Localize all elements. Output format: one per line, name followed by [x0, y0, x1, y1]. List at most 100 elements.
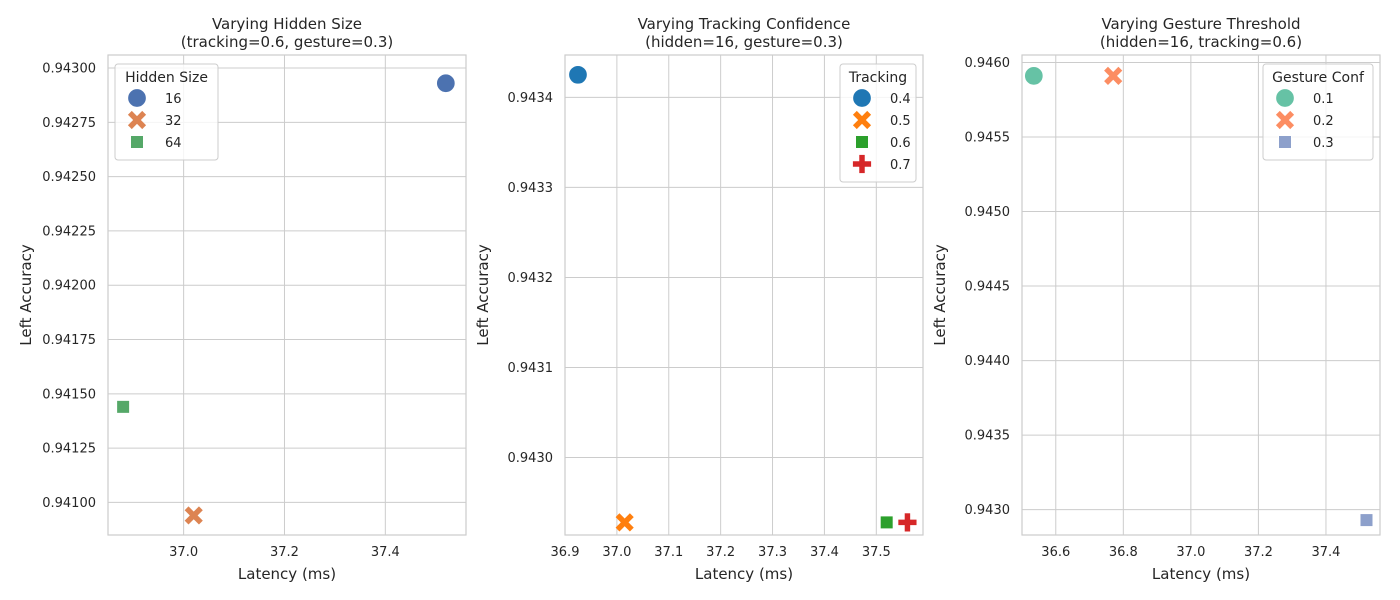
chart-title: Varying Hidden Size (tracking=0.6, gestur… [181, 15, 393, 51]
data-point-0_2 [1104, 66, 1123, 85]
y-tick-label: 0.94275 [42, 116, 96, 131]
y-tick-label: 0.94300 [42, 62, 96, 77]
x-axis-label: Latency (ms) [238, 565, 336, 583]
data-point-64 [116, 399, 131, 414]
data-point-0_5 [615, 513, 634, 532]
data-point-0_2-stroke [1104, 66, 1123, 85]
plot-frame [1021, 54, 1381, 536]
y-tick-label: 0.9450 [965, 205, 1011, 220]
legend-marker-stroke [127, 110, 147, 130]
x-axis-label: Latency (ms) [695, 565, 793, 583]
y-tick-label: 0.94125 [42, 442, 96, 457]
chart-title-line: (hidden=16, gesture=0.3) [645, 33, 843, 51]
y-tick-label: 0.9433 [508, 181, 554, 196]
chart-title-line: Varying Gesture Threshold [1101, 15, 1300, 33]
data-point-0_1 [1023, 66, 1044, 86]
legend-title: Hidden Size [125, 70, 208, 86]
legend-marker [1275, 110, 1295, 130]
y-tick-label: 0.9431 [508, 361, 554, 376]
x-tick-label: 37.1 [654, 545, 683, 560]
data-point-0_6 [879, 515, 894, 530]
y-axis-label: Left Accuracy [474, 244, 492, 346]
y-tick-label: 0.9435 [965, 429, 1011, 444]
x-tick-label: 37.0 [602, 545, 631, 560]
x-tick-label: 36.9 [551, 545, 580, 560]
y-tick-label: 0.9460 [965, 56, 1011, 71]
x-tick-label: 37.3 [758, 545, 787, 560]
x-tick-label: 37.0 [169, 545, 198, 560]
legend-entry-label: 32 [165, 114, 182, 129]
x-axis-label: Latency (ms) [1152, 565, 1250, 583]
legend-entry-label: 64 [165, 136, 182, 151]
y-tick-label: 0.9440 [965, 354, 1011, 369]
y-tick-label: 0.9445 [965, 280, 1011, 295]
legend-title: Tracking [848, 70, 907, 86]
legend-entry-label: 0.7 [890, 158, 911, 173]
data-point-16 [435, 73, 456, 94]
legend-marker [852, 110, 872, 130]
legend-marker [127, 88, 147, 108]
legend-marker [852, 88, 872, 108]
y-tick-label: 0.94100 [42, 496, 96, 511]
y-tick-label: 0.94200 [42, 279, 96, 294]
legend-entry-label: 0.3 [1313, 136, 1334, 151]
chart-title-line: Varying Hidden Size [212, 15, 362, 33]
data-point-0_4 [568, 64, 588, 85]
x-tick-label: 37.4 [1311, 545, 1340, 560]
legend-marker [1278, 135, 1292, 149]
x-tick-label: 37.4 [810, 545, 839, 560]
legend-entry-label: 0.6 [890, 136, 911, 151]
chart-title: Varying Gesture Threshold (hidden=16, tra… [1100, 15, 1302, 51]
x-tick-label: 36.8 [1109, 545, 1138, 560]
legend: Gesture Conf 0.1 0.2 0.3 [1262, 63, 1374, 161]
y-tick-label: 0.9434 [508, 91, 554, 106]
chart-title-line: Varying Tracking Confidence [638, 15, 851, 33]
legend-marker [855, 135, 869, 149]
legend: Hidden Size 16 32 64 [114, 63, 219, 161]
subplot-3: 0.9430 0.9435 0.9440 0.9445 0.9450 0.9455 0.94… [931, 15, 1381, 583]
legend-entry-label: 0.5 [890, 114, 911, 129]
y-axis-label: Left Accuracy [17, 244, 35, 346]
x-tick-label: 37.4 [371, 545, 400, 560]
legend-title: Gesture Conf [1272, 70, 1365, 86]
legend: Tracking 0.4 0.5 0.6 0.7 [839, 63, 917, 183]
y-tick-label: 0.94225 [42, 224, 96, 239]
legend-marker [127, 110, 147, 130]
y-tick-label: 0.9432 [508, 271, 554, 286]
x-tick-label: 37.2 [1244, 545, 1273, 560]
chart-title-line: (hidden=16, tracking=0.6) [1100, 33, 1302, 51]
legend-marker-stroke [852, 110, 872, 130]
x-tick-label: 37.5 [862, 545, 891, 560]
legend-marker [1275, 88, 1295, 108]
legend-entry-label: 0.4 [890, 92, 911, 107]
plot-frame [564, 54, 924, 536]
legend-marker-stroke [1275, 110, 1295, 130]
subplot-2: 0.9430 0.9431 0.9432 0.9433 0.9434 36.9 37.0 37… [474, 15, 924, 583]
x-tick-label: 37.2 [706, 545, 735, 560]
data-point-32-stroke [184, 506, 203, 525]
x-tick-label: 36.6 [1041, 545, 1070, 560]
legend-entry-label: 0.2 [1313, 114, 1334, 129]
y-tick-label: 0.94150 [42, 387, 96, 402]
legend-marker [852, 154, 872, 174]
y-tick-label: 0.94175 [42, 333, 96, 348]
legend-entry-label: 0.1 [1313, 92, 1334, 107]
y-tick-label: 0.9430 [508, 451, 554, 466]
chart-title: Varying Tracking Confidence (hidden=16, g… [638, 15, 851, 51]
y-tick-label: 0.9455 [965, 130, 1011, 145]
chart-title-line: (tracking=0.6, gesture=0.3) [181, 33, 393, 51]
y-tick-label: 0.9430 [965, 503, 1011, 518]
x-tick-label: 37.0 [1176, 545, 1205, 560]
legend-entry-label: 16 [165, 92, 182, 107]
legend-marker [130, 135, 144, 149]
data-point-32 [184, 506, 203, 525]
data-point-0_7 [898, 513, 917, 532]
data-point-0_5-stroke [615, 513, 634, 532]
x-tick-label: 37.2 [270, 545, 299, 560]
data-point-0_3 [1359, 513, 1374, 528]
subplot-1: 0.94100 0.94125 0.94150 0.94175 0.94200 0.942… [17, 15, 467, 583]
y-axis-label: Left Accuracy [931, 244, 949, 346]
y-tick-label: 0.94250 [42, 170, 96, 185]
plot-frame [107, 54, 467, 536]
